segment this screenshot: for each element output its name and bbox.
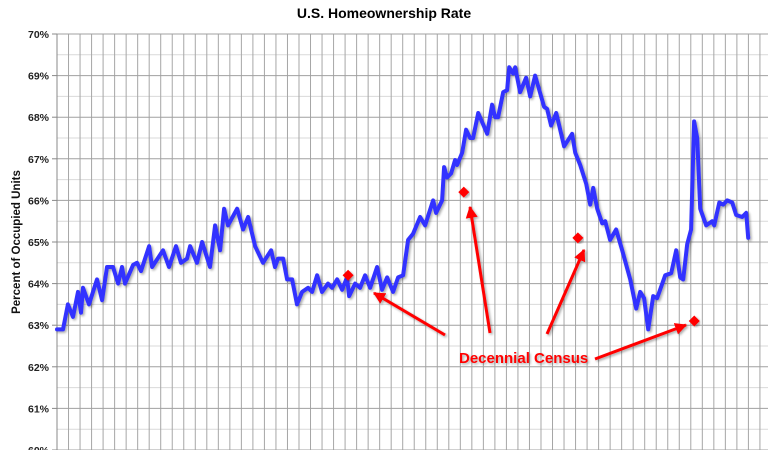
y-tick-label: 60% xyxy=(28,445,50,450)
y-tick-label: 69% xyxy=(28,71,50,83)
gridlines xyxy=(56,33,768,450)
y-tick-label: 66% xyxy=(28,195,50,207)
homeownership-rate-line xyxy=(55,65,751,332)
arrow-2020 xyxy=(594,323,688,361)
y-axis-label: Percent of Occupied Units xyxy=(11,170,23,314)
arrow-1990 xyxy=(372,291,446,337)
census-marker xyxy=(572,232,584,244)
arrow-2010 xyxy=(545,248,586,335)
annotation-decennial-census: Decennial Census xyxy=(459,350,588,367)
y-tick-label: 64% xyxy=(28,279,50,291)
arrow-2000 xyxy=(465,205,492,334)
census-markers xyxy=(342,186,700,327)
census-marker xyxy=(342,269,354,281)
y-tick-label: 63% xyxy=(28,320,50,332)
census-marker xyxy=(458,186,470,198)
series-layer xyxy=(55,65,751,332)
y-tick-label: 68% xyxy=(28,112,50,124)
y-axis-ticks: 70% 69% 68% 67% 66% 65% 64% 63% 62% 61% 60% xyxy=(28,29,57,450)
y-tick-label: 70% xyxy=(28,29,50,41)
y-tick-label: 61% xyxy=(28,403,50,415)
y-tick-label: 65% xyxy=(28,237,50,249)
chart-title: U.S. Homeownership Rate xyxy=(297,5,471,21)
census-marker xyxy=(688,315,700,327)
y-tick-label: 62% xyxy=(28,362,50,374)
y-tick-label: 67% xyxy=(28,154,50,166)
annotation-arrows xyxy=(372,205,688,361)
